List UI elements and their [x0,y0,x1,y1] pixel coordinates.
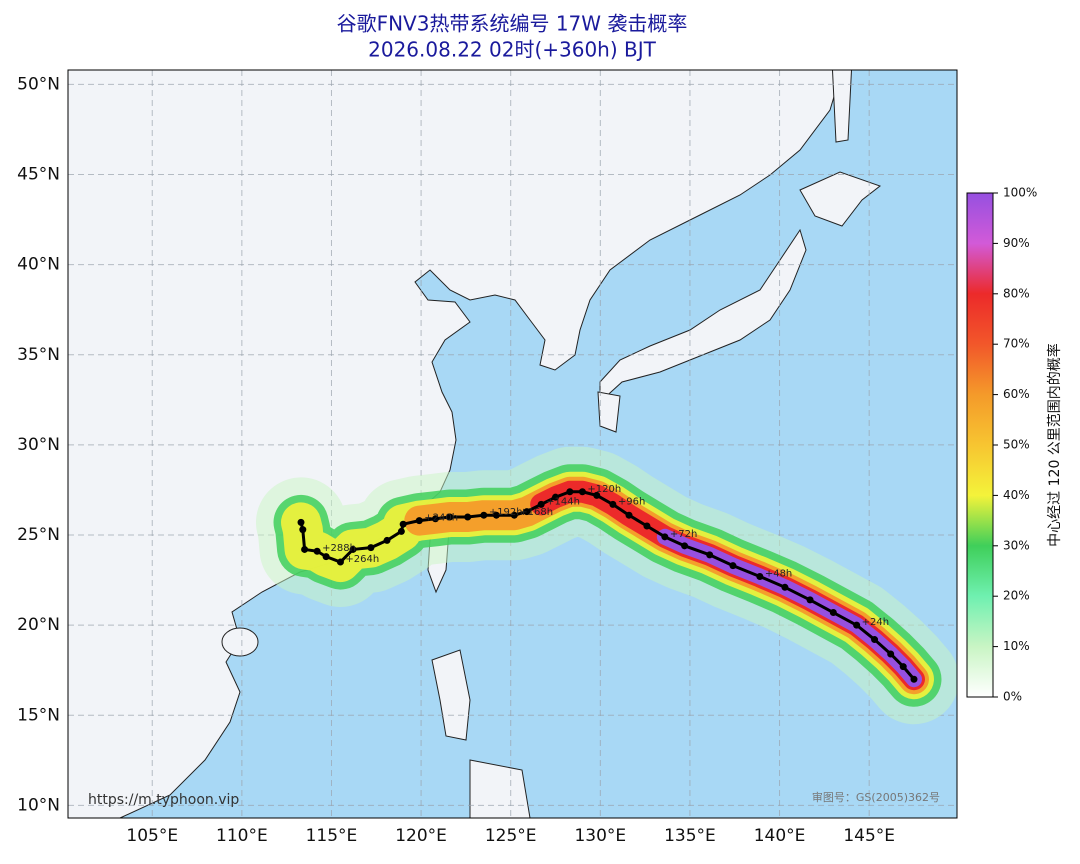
track-point [681,542,689,550]
colorbar-tick-label: 90% [1003,236,1030,250]
honshu [599,228,807,404]
map-area: +24h +48h +72h +96h+120h +144h+168h+192h +240… [68,70,957,818]
track-point [609,500,617,508]
track-point [431,515,439,523]
hainan [221,627,259,657]
track-point [397,527,405,535]
colorbar-tick-label: 60% [1003,387,1030,401]
y-tick-label: 40°N [17,255,60,275]
track-point [706,551,714,559]
sakhalin [831,70,853,143]
track-point [492,511,500,519]
track-point [399,520,407,528]
y-tick-label: 25°N [17,525,60,545]
x-tick-label: 110°E [216,826,268,846]
colorbar-tick-label: 40% [1003,488,1030,502]
overlay: +24h +48h +72h +96h+120h +144h+168h+192h +240… [68,70,957,818]
track-point [853,621,861,629]
y-tick-label: 10°N [17,795,60,815]
track-point [301,545,309,553]
colorbar-tick-label: 100% [1003,186,1037,200]
x-tick-label: 105°E [126,826,178,846]
philippines-south [469,759,531,818]
colorbar-label: 中心经过 120 公里范围内的概率 [1046,343,1063,547]
track-point [806,596,814,604]
colorbar-tick-label: 80% [1003,286,1030,300]
track-point [510,511,518,519]
track-point [480,511,488,519]
track-label: +288h [322,543,356,554]
track-line [299,490,916,681]
y-tick-label: 45°N [17,165,60,185]
track-point [899,663,907,671]
track-point [322,553,330,561]
x-tick-label: 115°E [306,826,358,846]
track-point [729,562,737,570]
track-point [829,609,837,617]
track-point [756,572,764,580]
track-point [367,544,375,552]
x-tick-label: 145°E [843,826,895,846]
map-frame [67,69,958,819]
title: 谷歌FNV3热带系统编号 17W 袭击概率 [337,12,688,36]
track-label: +48h [765,568,792,579]
track-point [566,488,574,496]
colorbar-tick-label: 70% [1003,337,1030,351]
y-tick-label: 50°N [17,74,60,94]
x-tick-label: 130°E [574,826,626,846]
x-tick-label: 140°E [754,826,806,846]
track-point [578,488,586,496]
source-url: https://m.typhoon.vip [88,792,239,808]
track-point [661,533,669,541]
track-point [625,511,633,519]
track-label: +168h [519,507,553,518]
track-point [415,517,423,525]
y-tick-label: 15°N [17,705,60,725]
track-point [593,491,601,499]
colorbar-tick-label: 0% [1003,690,1022,704]
track-point [871,636,879,644]
track-point [383,536,391,544]
track-point [349,545,357,553]
track-label: +240h [424,513,458,524]
colorbar-tick-label: 20% [1003,589,1030,603]
colorbar-tick-label: 50% [1003,438,1030,452]
track-label: +144h [546,496,580,507]
track-label: +192h [489,507,523,518]
track-label: +96h [618,496,645,507]
y-tick-label: 35°N [17,345,60,365]
track-point [523,508,531,516]
hokkaido [799,171,882,227]
track-point [464,513,472,521]
track-point [313,547,321,555]
track-label: +120h [587,484,621,495]
y-tick-label: 20°N [17,615,60,635]
track-point [910,675,918,683]
x-tick-label: 125°E [485,826,537,846]
track-point [887,650,895,658]
track-label: +24h [862,617,889,628]
colorbar [966,192,994,698]
x-tick-label: 120°E [395,826,447,846]
x-tick-label: 135°E [664,826,716,846]
y-tick-label: 30°N [17,435,60,455]
kyushu [597,391,621,433]
track-point [537,500,545,508]
track-point [781,583,789,591]
track-point [299,526,307,534]
colorbar-tick-label: 10% [1003,639,1030,653]
track-point [446,513,454,521]
track-point [297,518,305,526]
track-label: +264h [345,554,379,565]
subtitle: 2026.08.22 02时(+360h) BJT [368,38,657,62]
track-point [552,493,560,501]
approval-number: 审图号：GS(2005)362号 [812,790,940,804]
colorbar-tick-label: 30% [1003,538,1030,552]
track-label: +72h [670,529,697,540]
track-point [336,558,344,566]
track-point [643,522,651,530]
luzon [431,649,471,741]
